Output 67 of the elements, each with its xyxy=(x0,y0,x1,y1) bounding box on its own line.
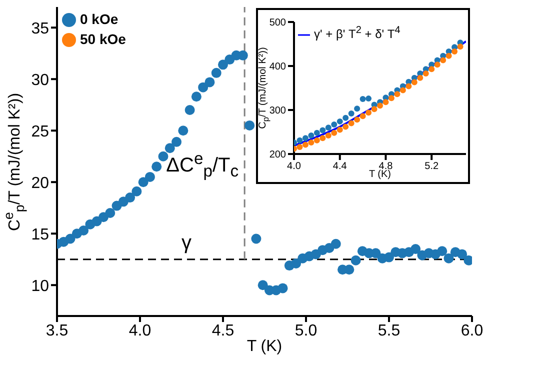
ref-line-label: ΔC$^{e}$$_{p}$/T$_{c}$ xyxy=(166,149,239,181)
x-tick-label: 3.5 xyxy=(46,322,68,340)
x-tick-label: 4.5 xyxy=(212,322,234,340)
y-tick-label: 10 xyxy=(31,278,50,295)
point xyxy=(325,132,332,139)
y-tick-label: 35 xyxy=(31,20,50,38)
x-tick-label: 4.0 xyxy=(287,161,302,172)
legend-label: γ' + β' T$^{2}$ + δ' T$^{4}$ xyxy=(314,25,400,41)
point xyxy=(366,110,372,116)
point xyxy=(336,118,343,124)
y-tick-label: 400 xyxy=(269,62,286,73)
x-tick-label: 6.0 xyxy=(460,322,484,340)
point xyxy=(360,113,366,120)
y-tick-label: 200 xyxy=(269,150,286,161)
point xyxy=(320,135,326,142)
point xyxy=(411,79,418,86)
point xyxy=(320,127,326,134)
point xyxy=(388,95,394,102)
x-tick-label: 5.5 xyxy=(378,322,400,340)
point xyxy=(342,114,349,121)
point xyxy=(308,140,314,146)
point xyxy=(296,137,303,144)
point xyxy=(422,70,429,76)
point xyxy=(331,122,338,128)
ref-line-label: γ xyxy=(182,232,192,254)
point xyxy=(331,130,338,136)
point xyxy=(377,102,383,109)
x-tick-label: 4.4 xyxy=(332,161,348,172)
legend-label: 50 kOe xyxy=(80,30,126,47)
point xyxy=(296,144,303,150)
y-tick-label: 25 xyxy=(31,123,50,140)
x-tick-label: 5.2 xyxy=(424,161,439,172)
point xyxy=(457,44,464,50)
point xyxy=(371,106,378,112)
point xyxy=(400,87,406,94)
point xyxy=(348,120,354,126)
point xyxy=(428,66,435,72)
point xyxy=(348,110,354,117)
point xyxy=(302,142,308,148)
y-tick-label: 30 xyxy=(31,72,50,89)
point xyxy=(382,99,389,106)
y-tick-label: 500 xyxy=(269,18,286,29)
point xyxy=(354,106,360,112)
point xyxy=(314,137,320,144)
point xyxy=(342,124,349,130)
point xyxy=(360,96,366,102)
x-tick-label: 5.0 xyxy=(294,322,318,340)
point xyxy=(394,91,400,98)
point xyxy=(314,130,320,136)
point xyxy=(417,74,424,81)
point xyxy=(302,135,308,142)
point xyxy=(452,48,458,54)
point xyxy=(336,126,343,133)
x-tick-label: 4.0 xyxy=(128,322,152,340)
point xyxy=(325,124,332,131)
legend-label: 0 kOe xyxy=(80,11,118,27)
point xyxy=(354,116,360,123)
y-tick-label: 300 xyxy=(269,106,286,117)
x-axis-title: T (K) xyxy=(246,338,282,355)
point xyxy=(446,52,452,59)
point xyxy=(308,132,314,139)
point xyxy=(406,83,412,90)
point xyxy=(440,57,446,64)
point xyxy=(366,96,372,102)
point xyxy=(434,62,440,68)
y-tick-label: 20 xyxy=(31,174,50,192)
y-tick-label: 15 xyxy=(31,226,50,244)
